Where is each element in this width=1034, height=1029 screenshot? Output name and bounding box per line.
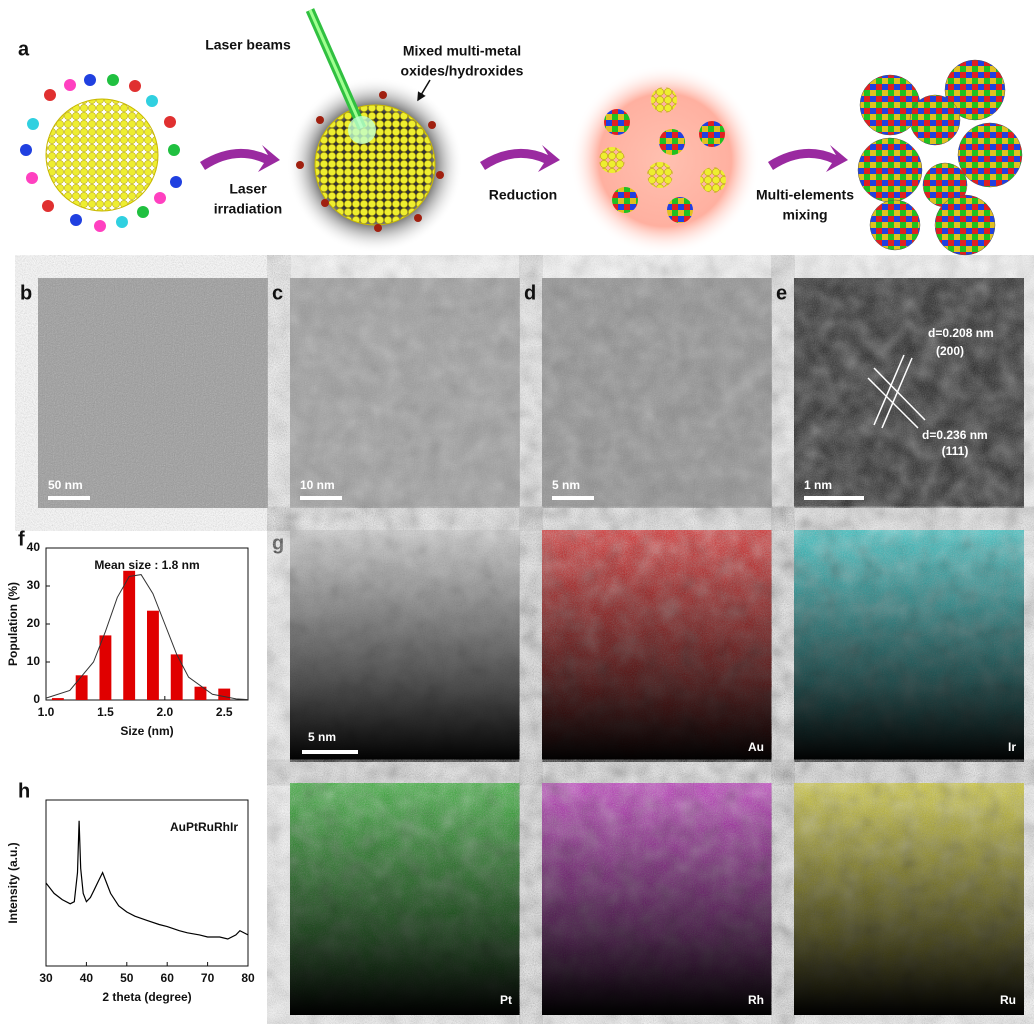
scale-label: 5 nm [552, 478, 580, 492]
pointer [417, 79, 431, 102]
y-tick-label: 30 [27, 578, 41, 592]
scale-bar [48, 496, 90, 500]
bar [170, 654, 183, 700]
x-tick-label: 1.0 [38, 705, 55, 719]
panel-label: b [20, 282, 32, 304]
lattice-lines [867, 354, 926, 429]
map-fade [290, 783, 520, 1015]
micrograph-texture [38, 278, 268, 508]
bar [123, 570, 136, 700]
x-tick-label: 1.5 [97, 705, 114, 719]
x-axis-label: 2 theta (degree) [102, 990, 191, 1004]
map-fade [542, 783, 772, 1015]
bar [99, 635, 112, 700]
x-tick-label: 50 [120, 971, 134, 985]
panel-label: g [272, 532, 284, 554]
annotation: Mean size : 1.8 nm [94, 558, 199, 572]
map-fade [290, 530, 520, 762]
fit-curve [45, 574, 249, 701]
y-tick-label: 10 [27, 654, 41, 668]
annotation: AuPtRuRhIr [170, 820, 238, 834]
panel-label: c [272, 282, 283, 304]
map-fade [794, 783, 1024, 1015]
text: Mixed multi-metal [403, 43, 521, 59]
scale-label: 1 nm [804, 478, 832, 492]
text: Multi-elements [756, 187, 854, 203]
scale-bar [300, 496, 342, 500]
scale-bar [804, 496, 864, 500]
annotation: (111) [942, 444, 969, 458]
y-axis-label: Intensity (a.u.) [6, 842, 20, 923]
micrograph-grain [794, 278, 1024, 508]
micrograph-grain [542, 278, 772, 508]
element-label: Au [748, 740, 764, 754]
y-tick-label: 20 [27, 616, 41, 630]
y-tick-label: 0 [33, 692, 40, 706]
panel-label: h [18, 780, 30, 802]
bar [75, 675, 88, 700]
text: irradiation [214, 201, 282, 217]
text: Laser beams [205, 37, 291, 53]
scale-bar [302, 750, 358, 754]
element-label: Pt [500, 993, 512, 1007]
bar [51, 698, 64, 700]
x-tick-label: 80 [241, 971, 255, 985]
y-tick-label: 40 [27, 540, 41, 554]
element-label: Ir [1008, 740, 1016, 754]
bar [194, 686, 207, 700]
panel-label: a [18, 38, 30, 60]
scale-label: 10 nm [300, 478, 335, 492]
arrow [480, 145, 560, 172]
x-tick-label: 60 [161, 971, 175, 985]
panel-label: f [18, 528, 25, 550]
x-tick-label: 2.0 [156, 705, 173, 719]
nanoparticle-2 [287, 8, 463, 253]
panel-label: d [524, 282, 536, 304]
micrograph-grain [290, 278, 520, 508]
arrow [200, 145, 280, 172]
x-axis-label: Size (nm) [120, 724, 173, 738]
x-tick-label: 40 [80, 971, 94, 985]
map-fade [542, 530, 772, 762]
reduction-particles [570, 65, 760, 255]
x-tick-label: 70 [201, 971, 215, 985]
bar [147, 610, 159, 700]
y-axis-label: Population (%) [6, 582, 20, 666]
panel-label: e [776, 282, 787, 304]
text: oxides/hydroxides [401, 63, 524, 79]
x-tick-label: 30 [39, 971, 53, 985]
text: Reduction [489, 187, 557, 203]
element-label: Rh [748, 993, 764, 1007]
bar [218, 688, 231, 700]
line [45, 820, 249, 940]
annotation: d=0.236 nm [922, 428, 988, 442]
x-tick-label: 2.5 [216, 705, 233, 719]
annotation: (200) [936, 344, 964, 358]
text: Laser [229, 181, 267, 197]
scale-label: 50 nm [48, 478, 83, 492]
annotation: d=0.208 nm [928, 326, 994, 340]
scale-label: 5 nm [308, 730, 336, 744]
element-label: Ru [1000, 993, 1016, 1007]
text: mixing [782, 207, 827, 223]
scale-bar [552, 496, 594, 500]
arrow [768, 145, 848, 172]
mixed-alloy [857, 59, 1023, 256]
nanoparticle-1 [20, 74, 182, 232]
map-fade [794, 530, 1024, 762]
